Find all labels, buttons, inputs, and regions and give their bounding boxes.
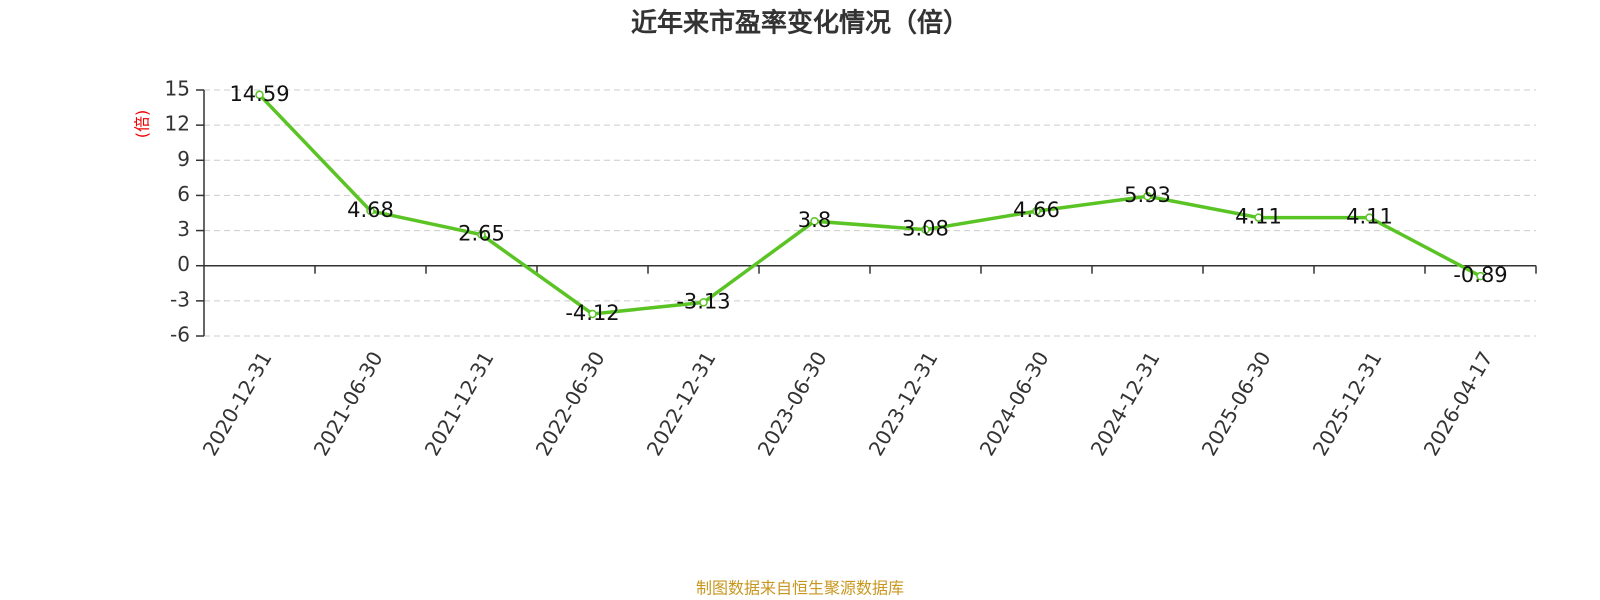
data-point — [1365, 213, 1374, 222]
y-tick-label: -6 — [170, 323, 190, 347]
x-tick-label: 2021-06-30 — [309, 347, 388, 460]
y-tick-label: 6 — [177, 182, 190, 206]
data-label: -3.13 — [676, 289, 730, 313]
data-point — [255, 90, 264, 100]
data-label: 3.8 — [798, 208, 831, 232]
y-tick-label: 0 — [177, 252, 190, 276]
data-point — [921, 225, 930, 234]
x-tick-label: 2022-12-31 — [642, 347, 721, 460]
data-label: -0.89 — [1453, 263, 1507, 287]
data-label: 4.68 — [347, 198, 394, 222]
data-point — [810, 216, 819, 226]
x-tick-label: 2025-06-30 — [1197, 347, 1276, 460]
data-label: 4.11 — [1346, 205, 1393, 229]
x-tick-label: 2020-12-31 — [198, 347, 277, 460]
data-label: 2.65 — [458, 222, 505, 246]
data-point — [477, 230, 486, 239]
data-point — [1254, 213, 1263, 222]
data-point — [1476, 271, 1485, 281]
x-tick-label: 2023-06-30 — [753, 347, 832, 460]
y-tick-label: 15 — [165, 77, 190, 101]
y-axis-label: (倍) — [133, 110, 152, 139]
data-label: 4.66 — [1013, 198, 1060, 222]
chart-title: 近年来市盈率变化情况（倍） — [631, 8, 969, 39]
data-point — [1143, 191, 1152, 201]
x-tick-label: 2021-12-31 — [420, 347, 499, 460]
x-tick-label: 2024-12-31 — [1086, 347, 1165, 460]
y-tick-label: 3 — [177, 217, 190, 241]
data-line — [258, 93, 1482, 316]
x-tick-label: 2025-12-31 — [1308, 347, 1387, 460]
data-point — [366, 206, 375, 216]
data-label: -4.12 — [565, 301, 619, 325]
data-label: 14.59 — [229, 82, 289, 106]
source-note: 制图数据来自恒生聚源数据库 — [696, 579, 904, 598]
data-label: 4.11 — [1235, 205, 1282, 229]
x-tick-label: 2026-04-17 — [1419, 347, 1498, 460]
x-tick-label: 2022-06-30 — [531, 347, 610, 460]
x-tick-label: 2024-06-30 — [975, 347, 1054, 460]
data-point — [699, 298, 708, 307]
y-tick-label: 12 — [165, 112, 190, 136]
y-tick-label: -3 — [170, 287, 190, 311]
data-point — [1032, 206, 1041, 216]
data-label: 3.08 — [902, 217, 949, 241]
y-tick-label: 9 — [177, 147, 190, 171]
x-tick-label: 2023-12-31 — [864, 347, 943, 460]
data-label: 5.93 — [1124, 183, 1171, 207]
data-point — [588, 309, 597, 319]
